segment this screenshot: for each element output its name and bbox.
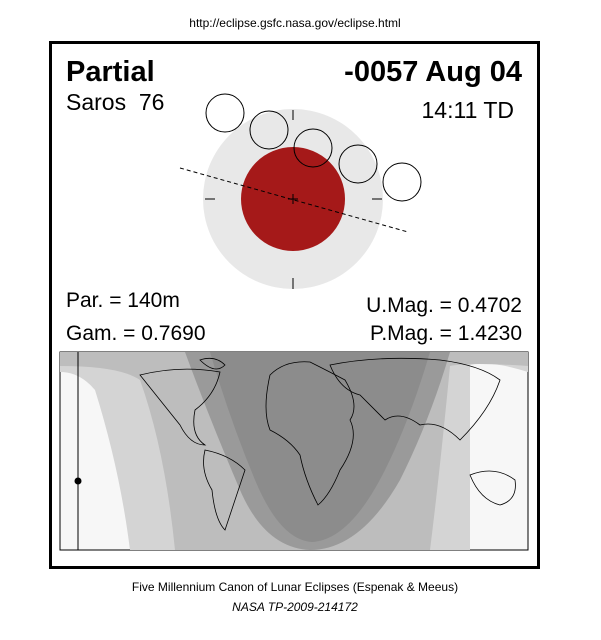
- gam: Gam. = 0.7690: [66, 322, 206, 345]
- date: -0057 Aug 04: [344, 56, 522, 88]
- time: 14:11 TD: [422, 97, 514, 123]
- footer-reference: NASA TP-2009-214172: [232, 600, 358, 614]
- pmag: P.Mag. = 1.4230: [370, 322, 522, 345]
- url: http://eclipse.gsfc.nasa.gov/eclipse.htm…: [189, 16, 400, 30]
- umag: U.Mag. = 0.4702: [366, 294, 522, 317]
- moon-path: [179, 93, 422, 289]
- footer-title: Five Millennium Canon of Lunar Eclipses …: [132, 580, 458, 594]
- par: Par. = 140m: [66, 289, 180, 312]
- eclipse-type: Partial: [66, 56, 155, 88]
- world-map: [59, 351, 529, 551]
- saros: Saros 76: [66, 89, 164, 115]
